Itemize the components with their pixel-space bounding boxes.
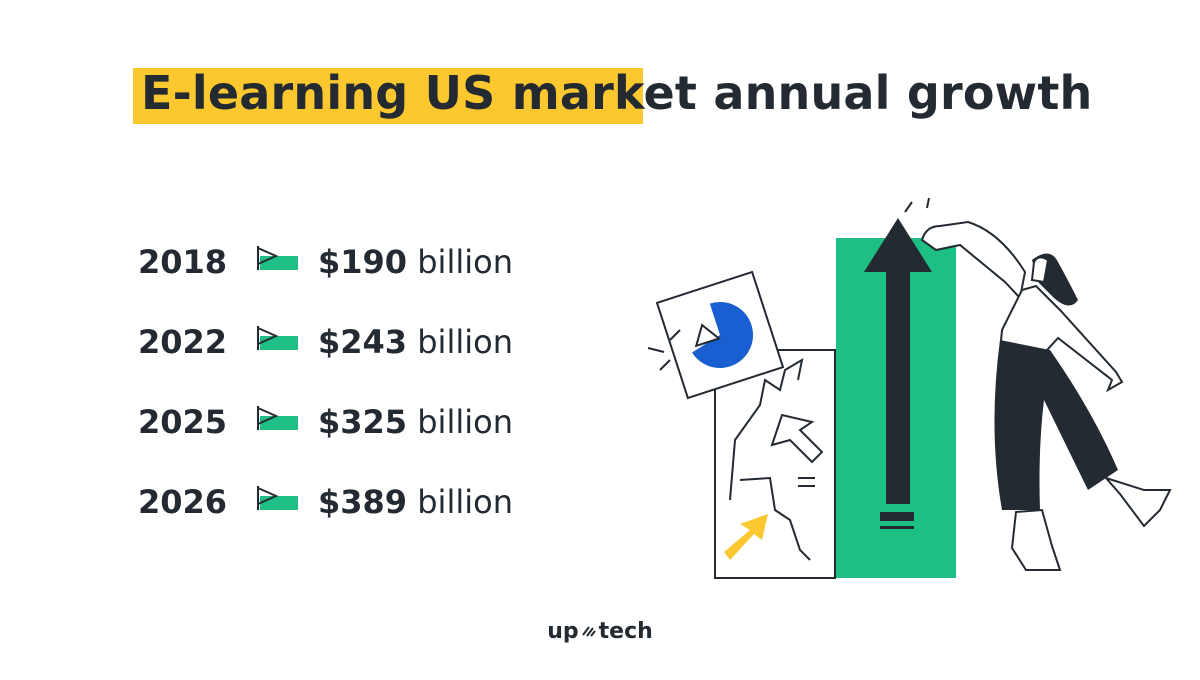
- growth-list: 2018 $190 billion 2022 $243 billion 2025: [138, 222, 558, 542]
- year-label: 2025: [138, 403, 228, 441]
- amount-text: $389 billion: [318, 483, 513, 521]
- upstech-logo: up tech: [540, 616, 660, 646]
- list-item: 2026 $389 billion: [138, 462, 558, 542]
- list-item: 2025 $325 billion: [138, 382, 558, 462]
- amount-unit: billion: [417, 403, 513, 441]
- list-item: 2022 $243 billion: [138, 302, 558, 382]
- year-label: 2026: [138, 483, 228, 521]
- logo-mark-icon: [581, 626, 596, 637]
- flag-icon: [248, 242, 318, 282]
- logo-text-left: up: [547, 618, 579, 644]
- title-block: E-learning US market annual growth: [133, 62, 1093, 124]
- amount-text: $243 billion: [318, 323, 513, 361]
- amount-text: $325 billion: [318, 403, 513, 441]
- amount-value: $243: [318, 323, 408, 361]
- page-title: E-learning US market annual growth: [141, 66, 1093, 120]
- chart-board-icon: [714, 349, 836, 579]
- growth-illustration: [647, 197, 1172, 579]
- amount-value: $389: [318, 483, 408, 521]
- amount-value: $325: [318, 403, 408, 441]
- title-highlight: [133, 68, 643, 124]
- person-illustration: [920, 220, 1172, 571]
- amount-unit: billion: [417, 323, 513, 361]
- year-label: 2018: [138, 243, 228, 281]
- list-item: 2018 $190 billion: [138, 222, 558, 302]
- flag-icon: [248, 402, 318, 442]
- amount-unit: billion: [417, 483, 513, 521]
- logo-text-right: tech: [598, 618, 653, 644]
- amount-text: $190 billion: [318, 243, 513, 281]
- year-label: 2022: [138, 323, 228, 361]
- amount-value: $190: [318, 243, 408, 281]
- growth-arrow-icon: [864, 218, 932, 529]
- flag-icon: [248, 482, 318, 522]
- flag-icon: [248, 322, 318, 362]
- amount-unit: billion: [417, 243, 513, 281]
- pie-chart-icon: [655, 270, 785, 400]
